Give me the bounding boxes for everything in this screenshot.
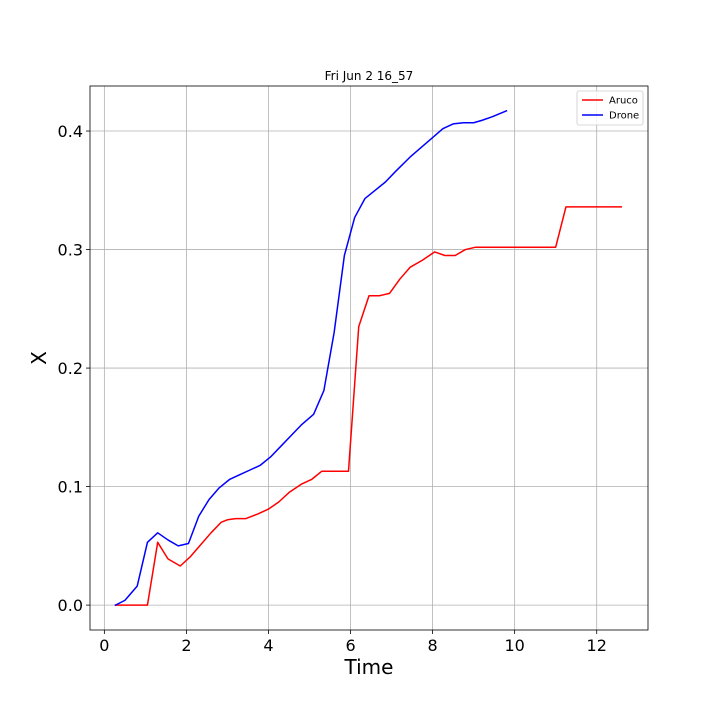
x-tick-label: 2 bbox=[181, 636, 191, 655]
x-tick-label: 6 bbox=[345, 636, 355, 655]
y-tick-label: 0.1 bbox=[58, 478, 83, 497]
x-tick-label: 0 bbox=[99, 636, 109, 655]
y-tick-label: 0.4 bbox=[58, 122, 83, 141]
series-line-drone bbox=[114, 109, 508, 607]
x-tick-label: 10 bbox=[504, 636, 524, 655]
x-axis-label: Time bbox=[344, 655, 394, 679]
series-line-aruco bbox=[114, 206, 623, 606]
y-tick-label: 0.3 bbox=[58, 241, 83, 260]
x-tick-label: 4 bbox=[263, 636, 273, 655]
legend-label-aruco: Aruco bbox=[609, 96, 638, 107]
y-axis-label: X bbox=[27, 351, 51, 365]
grid bbox=[90, 86, 648, 630]
y-tick-label: 0.0 bbox=[58, 596, 83, 615]
y-tick-label: 0.2 bbox=[58, 359, 83, 378]
x-tick-label: 8 bbox=[428, 636, 438, 655]
plot-frame bbox=[89, 85, 649, 631]
legend-label-drone: Drone bbox=[609, 111, 639, 122]
chart-title: Fri Jun 2 16_57 bbox=[325, 69, 414, 83]
legend: Aruco Drone bbox=[576, 90, 644, 126]
x-tick-label: 12 bbox=[587, 636, 607, 655]
axis-ticks: 0 2 4 6 8 10 12 0.0 0.1 0.2 0.3 0.4 bbox=[58, 122, 607, 655]
series-lines bbox=[114, 109, 623, 607]
